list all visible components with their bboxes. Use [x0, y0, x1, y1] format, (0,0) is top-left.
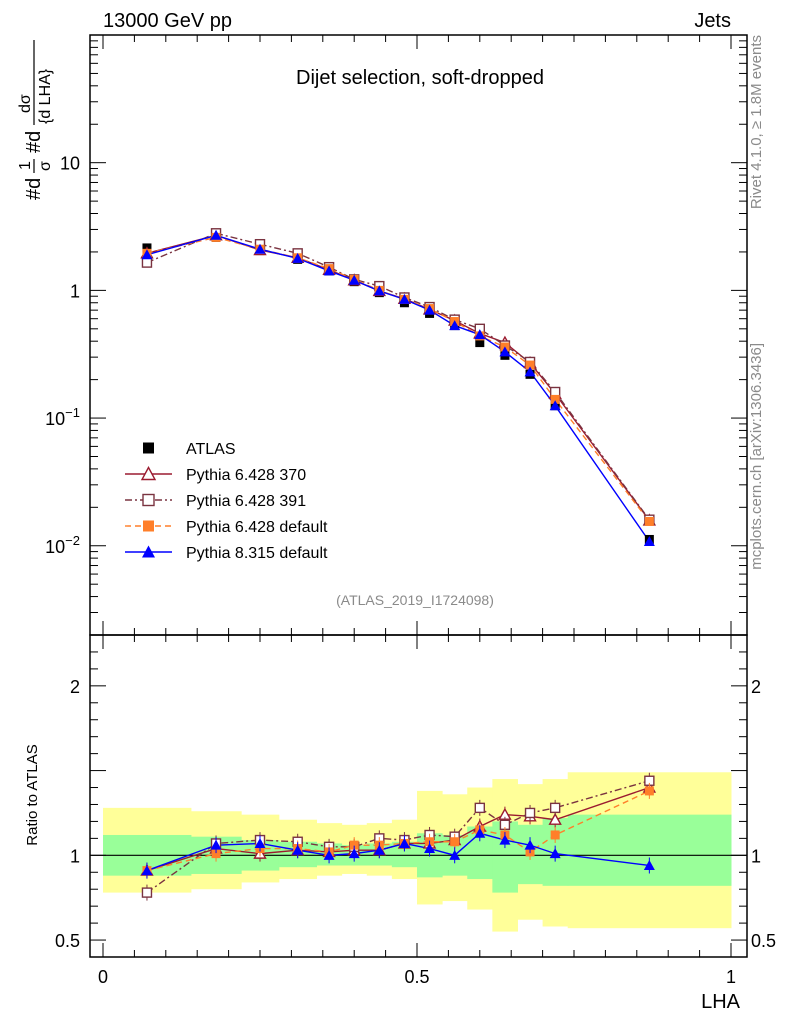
x-tick-label: 0	[98, 967, 108, 987]
ratio-marker-pythia-8-315-default	[499, 834, 511, 845]
main-marker-pythia-6-428-default	[550, 394, 560, 404]
ratio-marker-pythia-8-315-default	[643, 859, 655, 870]
main-marker-pythia-6-428-default	[644, 516, 654, 526]
ratio-marker-pythia-8-315-default	[398, 837, 410, 848]
ratio-y-tick-label-left: 1	[70, 846, 80, 866]
y-label-prefix: #d	[23, 178, 45, 200]
legend-marker-pythia-8-315-default	[142, 545, 155, 558]
header-energy: 13000 GeV pp	[103, 10, 232, 32]
band-green-bin	[567, 814, 732, 886]
x-tick-label: 0.5	[404, 967, 429, 987]
main-y-tick-label: 10−1	[45, 405, 80, 429]
ratio-y-tick-label-right: 2	[751, 677, 761, 697]
main-marker-pythia-8-315-default	[141, 249, 153, 260]
legend-marker-pythia-6-428-391	[142, 493, 155, 507]
main-line-pythia-6-428-default	[146, 236, 650, 522]
ratio-y-tick-label-left: 0.5	[55, 931, 80, 951]
main-marker-pythia-8-315-default	[549, 400, 561, 411]
ratio-marker-pythia-8-315-default	[373, 844, 385, 855]
ratio-series-markers	[140, 772, 657, 901]
main-y-tick-label: 10	[60, 154, 80, 174]
legend-label-pythia-6-428-default: Pythia 6.428 default	[186, 519, 328, 536]
main-y-axis-label: #d 1 σ #d dσ {d LHA}	[17, 40, 54, 200]
main-marker-pythia-8-315-default	[292, 252, 304, 263]
chart-title: Dijet selection, soft-dropped	[296, 67, 544, 89]
tick-labels: 0 0.5 1 10−2 10−1 1 10 0.5 0.5 1 1 2 2	[45, 154, 776, 987]
ratio-marker-pythia-8-315-default	[474, 827, 486, 838]
main-marker-pythia-8-315-default	[210, 229, 222, 240]
legend-marker-atlas	[143, 442, 154, 454]
ratio-marker-pythia-8-315-default	[449, 849, 461, 860]
y-label-frac2-num: dσ	[17, 94, 34, 113]
ratio-y-tick-label-right: 0.5	[751, 931, 776, 951]
ratio-y-tick-label-left: 2	[70, 677, 80, 697]
ratio-marker-pythia-6-428-391	[524, 807, 536, 819]
axes-frames	[89, 34, 748, 958]
main-marker-pythia-6-428-default	[525, 360, 535, 370]
ratio-marker-pythia-6-428-391	[141, 887, 153, 898]
x-axis-label: LHA	[701, 991, 741, 1013]
ratio-marker-pythia-8-315-default	[424, 843, 436, 854]
legend-label-pythia-6-428-391: Pythia 6.428 391	[186, 493, 306, 510]
ratio-marker-pythia-6-428-391	[474, 802, 485, 814]
main-y-tick-label: 1	[70, 281, 80, 301]
ratio-marker-pythia-8-315-default	[323, 849, 335, 860]
ratio-uncertainty-bands	[90, 772, 747, 932]
ratio-marker-pythia-6-428-default	[450, 837, 460, 847]
legend-marker-pythia-6-428-default	[143, 520, 154, 532]
legend-label-atlas: ATLAS	[186, 441, 236, 458]
y-label-mid: #d	[23, 131, 45, 153]
main-y-tick-label: 10−2	[45, 533, 80, 557]
main-marker-pythia-8-315-default	[348, 274, 360, 285]
ratio-plot-frame	[89, 634, 748, 958]
ratio-marker-pythia-6-428-default	[644, 786, 654, 796]
ratio-marker-pythia-8-315-default	[292, 844, 304, 855]
analysis-id-label: (ATLAS_2019_I1724098)	[336, 592, 494, 608]
ratio-y-tick-label-right: 1	[751, 846, 761, 866]
legend-label-pythia-6-428-370: Pythia 6.428 370	[186, 467, 306, 484]
main-marker-pythia-8-315-default	[424, 304, 436, 315]
main-marker-pythia-6-428-391	[141, 257, 153, 268]
main-marker-pythia-8-315-default	[474, 329, 486, 340]
rivet-version-label: Rivet 4.1.0, ≥ 1.8M events	[748, 35, 765, 209]
main-marker-pythia-8-315-default	[373, 285, 385, 296]
y-label-frac1-den: σ	[37, 161, 54, 171]
ratio-marker-pythia-6-428-391	[549, 802, 561, 814]
legend: ATLAS Pythia 6.428 370 Pythia 6.428 391 Pyt…	[125, 441, 328, 562]
x-tick-label: 1	[726, 967, 736, 987]
main-marker-pythia-8-315-default	[254, 243, 266, 254]
main-marker-pythia-8-315-default	[449, 320, 461, 331]
ratio-marker-pythia-8-315-default	[210, 839, 222, 850]
ratio-marker-pythia-6-428-default	[550, 830, 560, 840]
ratio-marker-pythia-8-315-default	[348, 848, 360, 859]
header-category: Jets	[694, 10, 731, 32]
ratio-marker-pythia-6-428-370	[548, 812, 562, 825]
legend-marker-pythia-6-428-370	[140, 466, 157, 481]
y-label-frac2-den: {d LHA}	[37, 68, 54, 124]
main-marker-pythia-8-315-default	[524, 366, 536, 377]
main-marker-pythia-8-315-default	[323, 265, 335, 276]
main-marker-pythia-8-315-default	[398, 293, 410, 304]
ratio-marker-pythia-8-315-default	[254, 837, 266, 848]
ratio-marker-pythia-6-428-default	[349, 840, 359, 850]
mcplots-label: mcplots.cern.ch [arXiv:1306.3436]	[748, 343, 765, 570]
main-marker-pythia-8-315-default	[643, 535, 655, 546]
legend-label-pythia-8-315-default: Pythia 8.315 default	[186, 545, 328, 562]
ratio-marker-pythia-8-315-default	[524, 839, 536, 850]
y-label-frac1-num: 1	[17, 161, 34, 170]
ratio-marker-pythia-6-428-default	[211, 849, 221, 859]
ratio-marker-pythia-8-315-default	[141, 865, 153, 876]
main-marker-pythia-8-315-default	[499, 346, 511, 357]
main-series-markers	[140, 228, 657, 546]
ratio-marker-pythia-8-315-default	[549, 848, 561, 859]
ratio-y-axis-label: Ratio to ATLAS	[24, 744, 41, 845]
main-marker-atlas	[475, 338, 485, 348]
